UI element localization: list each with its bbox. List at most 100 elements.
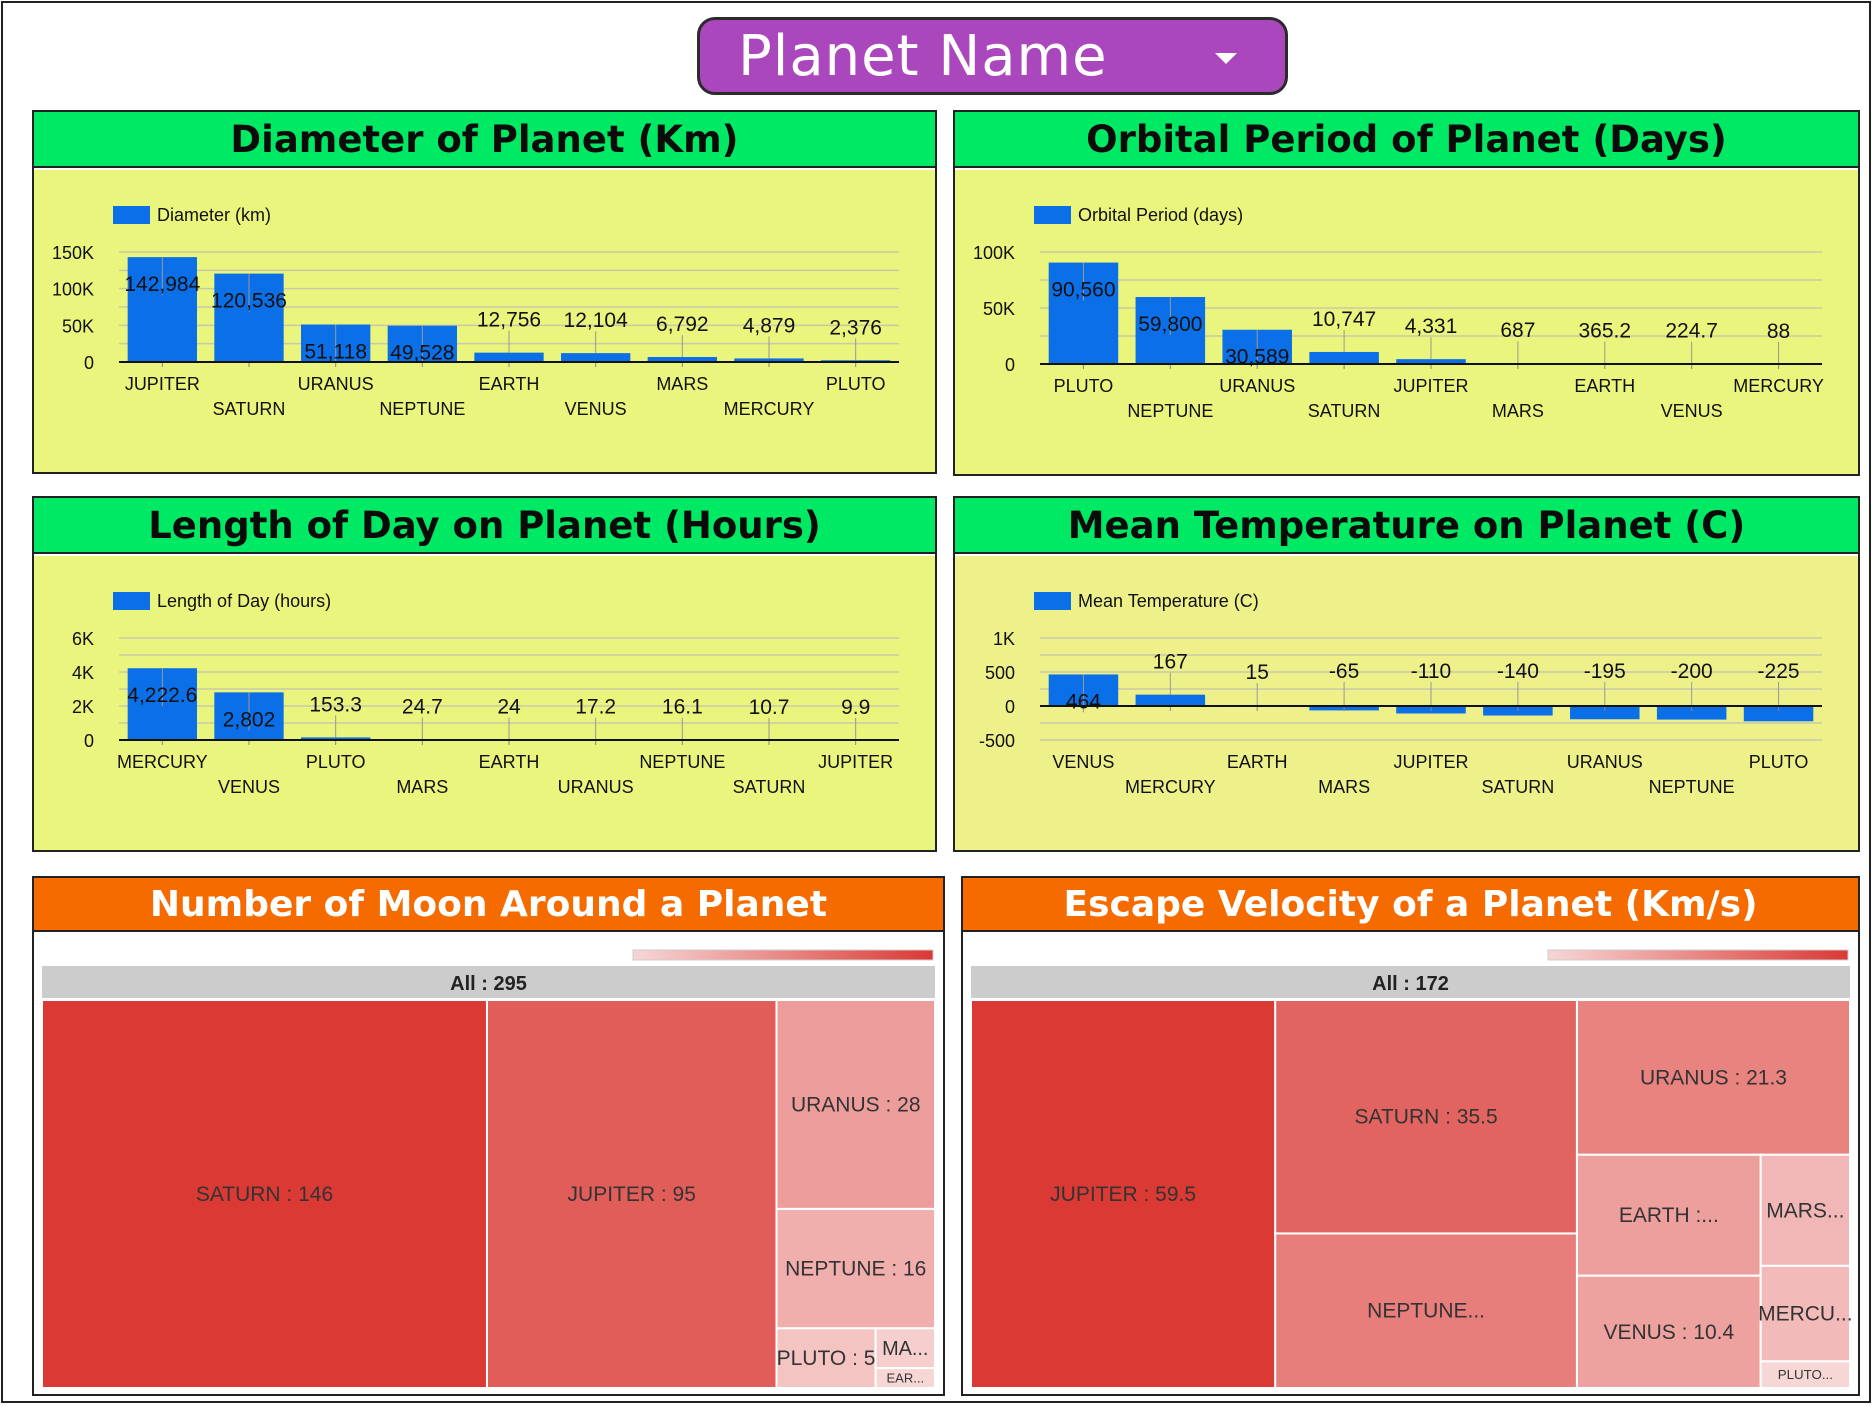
- orbital-x-category-label: EARTH: [1574, 376, 1635, 396]
- temp-x-category-label: MERCURY: [1125, 777, 1216, 797]
- orbital-legend-swatch: [1034, 206, 1071, 224]
- moons-root-label: All : 295: [450, 973, 527, 995]
- day-x-category-label: JUPITER: [818, 752, 893, 772]
- day-data-label: 16.1: [662, 696, 703, 719]
- orbital-chart-area: Orbital Period (days) 0 50K 100K 90,560 PLUTO…: [955, 170, 1858, 474]
- escape-cell-mercury: [1759, 1264, 1851, 1363]
- chevron-down-icon[interactable]: [1215, 53, 1237, 64]
- temp-data-label: -200: [1671, 660, 1713, 683]
- orbital-data-label: 687: [1500, 319, 1535, 342]
- filter-label: Planet Name: [738, 23, 1108, 89]
- escape-cell-label: JUPITER : 59.5: [1050, 1183, 1196, 1206]
- escape-cell-label: MARS...: [1766, 1199, 1844, 1222]
- escape-cell-jupiter: [970, 999, 1277, 1389]
- orbital-x-category-label: JUPITER: [1393, 376, 1468, 396]
- moons-cell-uranus: [775, 999, 937, 1210]
- day-length-chart-title: Length of Day on Planet (Hours): [34, 498, 935, 554]
- diameter-bar: [474, 352, 544, 362]
- day-x-category-label: VENUS: [218, 777, 280, 797]
- temp-legend-label: Mean Temperature (C): [1078, 591, 1259, 611]
- temp-data-label: 15: [1246, 661, 1269, 684]
- temp-x-category-label: MARS: [1318, 777, 1370, 797]
- orbital-data-label: 365.2: [1578, 320, 1631, 343]
- diameter-y-tick-label: 0: [84, 353, 94, 373]
- day-x-category-label: MARS: [396, 777, 448, 797]
- temp-x-category-label: PLUTO: [1749, 752, 1809, 772]
- escape-cell-pluto: [1759, 1360, 1851, 1389]
- moons-color-scale-legend: [632, 949, 934, 961]
- diameter-data-label: 120,536: [211, 290, 287, 313]
- orbital-data-label: 10,747: [1312, 308, 1376, 331]
- moons-cell-label: NEPTUNE : 16: [785, 1258, 926, 1281]
- diameter-data-label: 49,528: [390, 342, 454, 365]
- diameter-x-category-label: NEPTUNE: [379, 399, 465, 419]
- orbital-chart-panel: Orbital Period of Planet (Days) Orbital …: [953, 110, 1860, 476]
- orbital-bar-chart: Orbital Period (days) 0 50K 100K 90,560 PLUTO…: [973, 205, 1824, 421]
- diameter-data-label: 12,756: [477, 309, 541, 332]
- diameter-data-label: 142,984: [124, 273, 200, 296]
- moons-cell-label: MA...: [882, 1338, 928, 1360]
- diameter-chart-area: Diameter (km) 0 50K 100K 150K 142,984 JUPITER 1…: [34, 170, 935, 472]
- moons-cell-label: URANUS : 28: [791, 1093, 921, 1116]
- temperature-chart-title: Mean Temperature on Planet (C): [955, 498, 1858, 554]
- day-data-label: 2,802: [223, 708, 276, 731]
- escape-cell-label: SATURN : 35.5: [1355, 1106, 1498, 1129]
- orbital-bar: [1396, 359, 1466, 364]
- orbital-data-label: 88: [1767, 320, 1790, 343]
- day-x-category-label: EARTH: [479, 752, 540, 772]
- diameter-y-tick-label: 150K: [52, 243, 94, 263]
- diameter-bar: [647, 357, 717, 362]
- temp-data-label: -140: [1497, 660, 1539, 683]
- moons-treemap: All : 295 SATURN : 146 JUPITER : 95 URANUS …: [41, 949, 937, 1390]
- escape-velocity-treemap-panel: Escape Velocity of a Planet (Km/s) All :…: [961, 876, 1860, 1396]
- day-data-label: 4,222.6: [127, 684, 197, 707]
- escape-root-header: [971, 966, 1850, 998]
- day-bar: [301, 737, 371, 740]
- temp-x-category-label: SATURN: [1482, 777, 1555, 797]
- escape-cell-earth: [1575, 1153, 1762, 1277]
- day-x-category-label: URANUS: [558, 777, 634, 797]
- escape-cell-venus: [1575, 1274, 1762, 1389]
- day-data-label: 153.3: [309, 693, 362, 716]
- diameter-chart-title: Diameter of Planet (Km): [34, 112, 935, 168]
- diameter-chart-panel: Diameter of Planet (Km) Diameter (km) 0 50…: [32, 110, 937, 474]
- temperature-chart-area: Mean Temperature (C) -500 0 500 1K 464 VENUS 16…: [955, 556, 1858, 850]
- escape-velocity-treemap: All : 172 JUPITER : 59.5 SATURN : 35.5 NEPT…: [970, 949, 1853, 1390]
- diameter-bar: [734, 358, 804, 362]
- moons-cell-label: EAR...: [886, 1370, 924, 1385]
- moons-treemap-area: All : 295 SATURN : 146 JUPITER : 95 URANUS …: [34, 934, 943, 1394]
- diameter-legend-swatch: [113, 206, 150, 224]
- escape-velocity-treemap-area: All : 172 JUPITER : 59.5 SATURN : 35.5 NEPT…: [963, 934, 1858, 1394]
- diameter-x-category-label: MERCURY: [724, 399, 815, 419]
- diameter-x-category-label: PLUTO: [826, 374, 886, 394]
- day-legend-swatch: [113, 592, 150, 610]
- orbital-data-label: 4,331: [1405, 315, 1458, 338]
- escape-root-label: All : 172: [1372, 973, 1449, 995]
- temperature-chart-panel: Mean Temperature on Planet (C) Mean Temp…: [953, 496, 1860, 852]
- temp-data-label: -195: [1584, 660, 1626, 683]
- diameter-x-category-label: EARTH: [479, 374, 540, 394]
- day-y-tick-label: 2K: [72, 697, 94, 717]
- diameter-y-tick-label: 100K: [52, 280, 94, 300]
- temperature-bar-chart: Mean Temperature (C) -500 0 500 1K 464 VENUS 16…: [979, 591, 1822, 797]
- orbital-y-tick-label: 50K: [983, 299, 1015, 319]
- day-x-category-label: PLUTO: [306, 752, 366, 772]
- day-x-category-label: SATURN: [733, 777, 806, 797]
- temp-x-category-label: JUPITER: [1393, 752, 1468, 772]
- orbital-x-category-label: PLUTO: [1054, 376, 1114, 396]
- temp-data-label: -110: [1411, 660, 1451, 683]
- orbital-data-label: 59,800: [1138, 313, 1202, 336]
- escape-cell-label: VENUS : 10.4: [1603, 1321, 1734, 1344]
- orbital-bar: [1309, 351, 1379, 364]
- planet-name-filter-dropdown[interactable]: Planet Name: [697, 17, 1288, 95]
- day-data-label: 24: [497, 696, 521, 719]
- moons-cell-label: SATURN : 146: [196, 1183, 333, 1206]
- temp-y-tick-label: -500: [979, 731, 1015, 751]
- temp-data-label: 464: [1066, 690, 1101, 713]
- escape-cell-label: PLUTO...: [1778, 1367, 1833, 1382]
- temp-data-label: 167: [1153, 651, 1188, 674]
- orbital-x-category-label: MARS: [1492, 401, 1544, 421]
- temp-y-tick-label: 1K: [993, 629, 1015, 649]
- escape-cell-label: EARTH :...: [1619, 1204, 1719, 1227]
- temp-x-category-label: NEPTUNE: [1649, 777, 1735, 797]
